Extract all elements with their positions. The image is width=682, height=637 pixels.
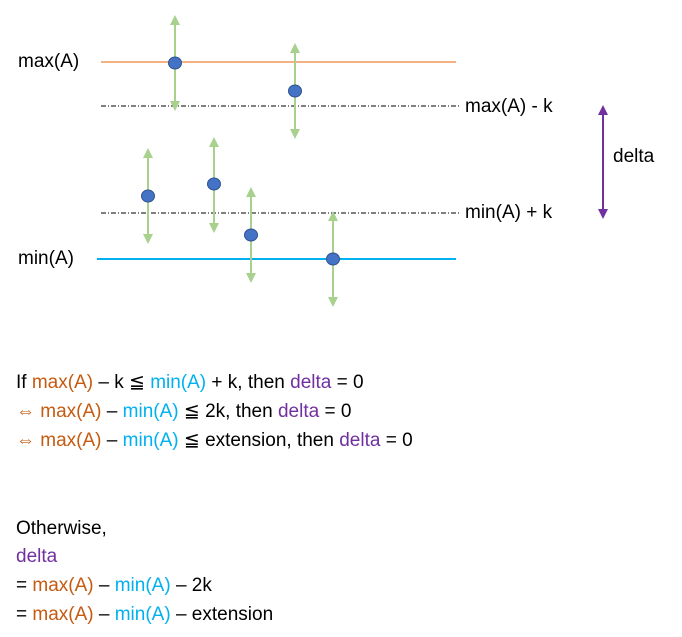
data-point — [141, 189, 155, 203]
data-point — [244, 228, 258, 242]
max-minus-k-label: max(A) - k — [465, 96, 553, 117]
equals-prefix: = — [16, 575, 33, 596]
operator-text: – k ≦ — [93, 372, 151, 393]
min-term: min(A) — [114, 604, 171, 625]
operator-text: – — [101, 401, 123, 422]
condition-end: = 0 — [380, 430, 413, 451]
max-term: max(A) — [32, 575, 94, 596]
condition-prefix: If — [16, 372, 32, 393]
operator-text: – — [93, 575, 115, 596]
data-point — [288, 84, 302, 98]
max-term: max(A) — [32, 604, 94, 625]
max-label: max(A) — [18, 51, 80, 72]
operator-text: – — [101, 430, 123, 451]
delta-label: delta — [613, 146, 655, 167]
iff-symbol: ⇔ — [16, 401, 41, 422]
min-plus-k-label: min(A) + k — [465, 202, 553, 223]
otherwise-equation-1: = max(A) – min(A) – 2k — [16, 571, 212, 600]
condition-line-2: ⇔ max(A) – min(A) ≦ 2k, then delta = 0 — [16, 397, 351, 426]
max-term: max(A) — [31, 372, 94, 393]
delta-term: delta — [290, 372, 332, 393]
equation-rest: – extension — [170, 604, 274, 625]
iff-symbol: ⇔ — [16, 430, 41, 451]
min-term: min(A) — [150, 372, 207, 393]
condition-end: = 0 — [331, 372, 364, 393]
data-point — [207, 177, 221, 191]
otherwise-label: Otherwise, — [16, 518, 107, 539]
condition-rest: ≦ extension, then — [178, 430, 340, 451]
min-label: min(A) — [18, 248, 74, 269]
data-point — [168, 56, 182, 70]
condition-rest: ≦ 2k, then — [178, 401, 278, 422]
max-term: max(A) — [40, 401, 102, 422]
range-diagram — [97, 14, 608, 307]
min-term: min(A) — [122, 401, 179, 422]
min-term: min(A) — [114, 575, 171, 596]
data-point — [326, 252, 340, 266]
condition-line-3: ⇔ max(A) – min(A) ≦ extension, then delt… — [16, 426, 413, 455]
equation-rest: – 2k — [170, 575, 212, 596]
delta-term: delta — [339, 430, 381, 451]
min-term: min(A) — [122, 430, 179, 451]
otherwise-equation-2: = max(A) – min(A) – extension — [16, 600, 273, 629]
condition-end: = 0 — [319, 401, 352, 422]
max-term: max(A) — [40, 430, 102, 451]
condition-rest: + k, then — [206, 372, 291, 393]
condition-line-1: If max(A) – k ≦ min(A) + k, then delta =… — [16, 368, 364, 397]
delta-term: delta — [277, 401, 320, 422]
operator-text: – — [93, 604, 115, 625]
otherwise-delta: delta — [16, 546, 58, 567]
equals-prefix: = — [16, 604, 33, 625]
